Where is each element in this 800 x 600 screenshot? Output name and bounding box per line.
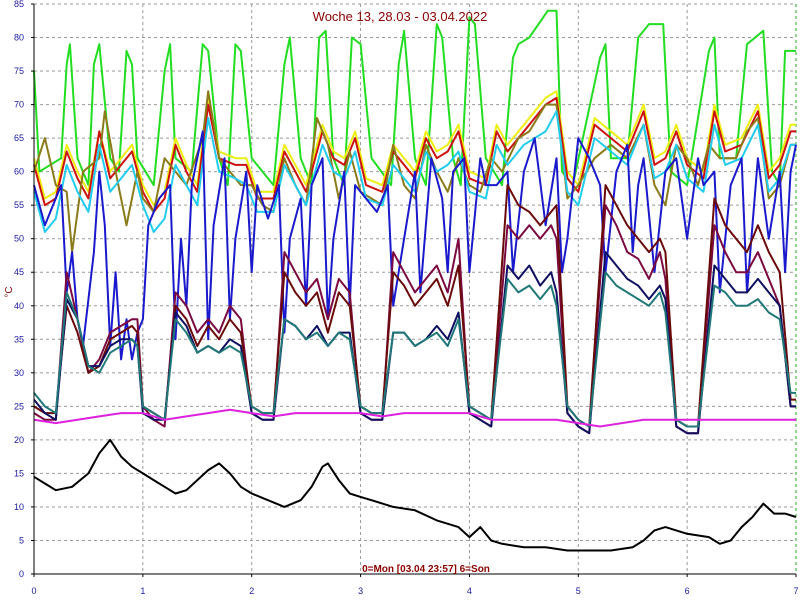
- y-tick-label-9: 45: [14, 267, 24, 277]
- y-tick-label-5: 25: [14, 401, 24, 411]
- x-tick-label-6: 6: [685, 586, 690, 596]
- y-tick-label-14: 70: [14, 100, 24, 110]
- series-line-1: [33, 90, 796, 207]
- series-line-11: [33, 438, 797, 552]
- y-axis-label: °C: [4, 286, 15, 297]
- y-tick-label-6: 30: [14, 368, 24, 378]
- x-tick-label-1: 1: [140, 586, 145, 596]
- y-tick-label-12: 60: [14, 167, 24, 177]
- series-lines: [33, 9, 797, 552]
- series-line-0: [33, 9, 796, 187]
- y-tick-label-1: 5: [19, 535, 24, 545]
- x-tick-label-7: 7: [793, 586, 798, 596]
- y-tick-label-10: 50: [14, 234, 24, 244]
- y-tick-label-7: 35: [14, 334, 24, 344]
- x-tick-label-3: 3: [358, 586, 363, 596]
- y-tick-label-13: 65: [14, 133, 24, 143]
- x-tick-label-2: 2: [249, 586, 254, 596]
- y-tick-label-3: 15: [14, 468, 24, 478]
- y-tick-label-0: 0: [19, 569, 24, 579]
- series-line-9: [33, 271, 796, 428]
- y-tick-label-8: 40: [14, 301, 24, 311]
- series-line-3: [33, 90, 796, 254]
- y-tick-label-17: 85: [14, 0, 24, 9]
- x-tick-label-4: 4: [467, 586, 472, 596]
- series-line-4: [33, 110, 796, 233]
- y-tick-label-15: 75: [14, 66, 24, 76]
- y-tick-label-11: 55: [14, 200, 24, 210]
- y-tick-label-2: 10: [14, 502, 24, 512]
- y-tick-label-4: 20: [14, 435, 24, 445]
- series-line-10: [33, 408, 796, 428]
- chart-footer: 0=Mon [03.04 23:57] 6=Son: [362, 564, 490, 575]
- y-tick-label-16: 80: [14, 33, 24, 43]
- series-line-2: [33, 96, 796, 213]
- x-tick-label-0: 0: [31, 586, 36, 596]
- chart-title: Woche 13, 28.03 - 03.04.2022: [313, 9, 488, 24]
- x-tick-label-5: 5: [576, 586, 581, 596]
- axes: [31, 3, 797, 577]
